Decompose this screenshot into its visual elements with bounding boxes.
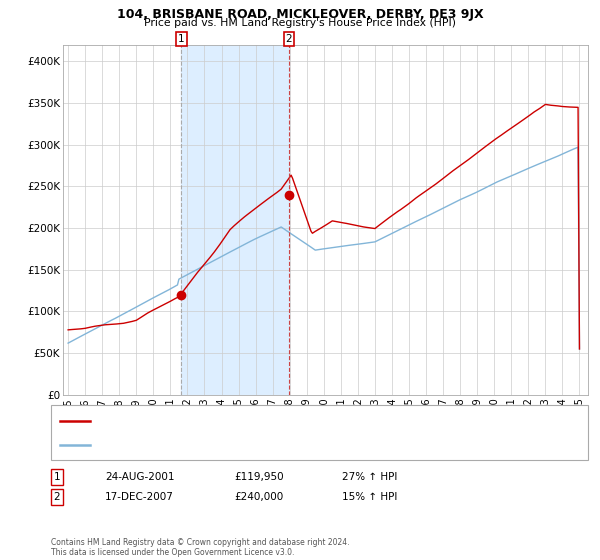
Text: 15% ↑ HPI: 15% ↑ HPI: [342, 492, 397, 502]
Text: 27% ↑ HPI: 27% ↑ HPI: [342, 472, 397, 482]
Text: Price paid vs. HM Land Registry's House Price Index (HPI): Price paid vs. HM Land Registry's House …: [144, 18, 456, 29]
Text: 1: 1: [178, 34, 185, 44]
Text: HPI: Average price, detached house, City of Derby: HPI: Average price, detached house, City…: [96, 441, 335, 450]
Text: 2: 2: [286, 34, 292, 44]
Text: 24-AUG-2001: 24-AUG-2001: [105, 472, 175, 482]
Bar: [181, 45, 289, 395]
Text: 104, BRISBANE ROAD, MICKLEOVER, DERBY, DE3 9JX: 104, BRISBANE ROAD, MICKLEOVER, DERBY, D…: [116, 8, 484, 21]
Text: 2: 2: [53, 492, 61, 502]
Text: 17-DEC-2007: 17-DEC-2007: [105, 492, 174, 502]
Text: 1: 1: [53, 472, 61, 482]
Text: 104, BRISBANE ROAD, MICKLEOVER, DERBY, DE3 9JX (detached house): 104, BRISBANE ROAD, MICKLEOVER, DERBY, D…: [96, 416, 433, 425]
Text: Contains HM Land Registry data © Crown copyright and database right 2024.
This d: Contains HM Land Registry data © Crown c…: [51, 538, 349, 557]
Text: £119,950: £119,950: [234, 472, 284, 482]
Text: £240,000: £240,000: [234, 492, 283, 502]
